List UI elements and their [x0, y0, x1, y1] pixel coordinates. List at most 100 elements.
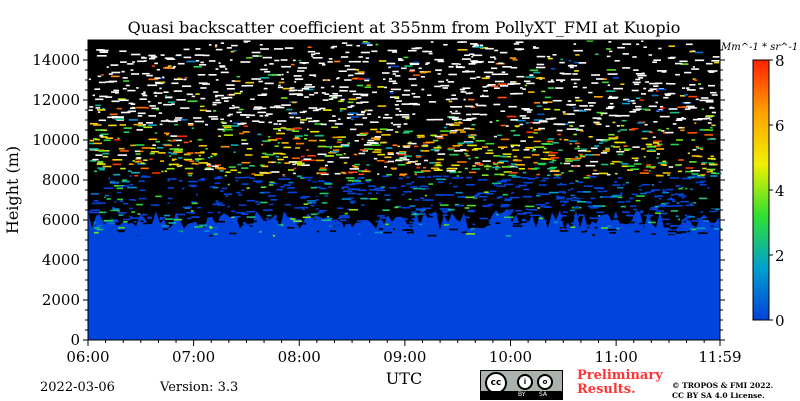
heatmap-cell	[267, 139, 278, 141]
heatmap-cell	[644, 191, 652, 194]
heatmap-cell	[635, 199, 641, 202]
heatmap-cell	[475, 103, 478, 105]
colorbar-tick-label: 6	[775, 117, 785, 135]
heatmap-cell	[658, 197, 662, 200]
heatmap-cell	[167, 197, 173, 200]
heatmap-cell	[447, 208, 455, 211]
heatmap-cell	[600, 114, 603, 116]
heatmap-cell	[269, 63, 274, 65]
heatmap-cell	[152, 172, 161, 174]
heatmap-cell	[472, 229, 475, 231]
heatmap-cell	[337, 136, 346, 138]
heatmap-cell	[527, 201, 535, 203]
heatmap-cell	[400, 228, 407, 230]
heatmap-cell	[416, 166, 421, 169]
heatmap-cell	[230, 217, 239, 220]
heatmap-cell	[682, 87, 685, 89]
heatmap-cell	[440, 204, 449, 206]
heatmap-cell	[344, 79, 352, 81]
heatmap-cell	[236, 232, 244, 235]
heatmap-cell	[390, 92, 394, 94]
heatmap-cell	[559, 214, 567, 217]
heatmap-cell	[669, 225, 675, 227]
heatmap-cell	[548, 191, 559, 194]
heatmap-cell	[94, 227, 100, 229]
heatmap-cell	[709, 107, 715, 109]
heatmap-cell	[154, 77, 161, 79]
heatmap-cell	[411, 181, 415, 184]
heatmap-cell	[615, 135, 619, 138]
heatmap-cell	[307, 46, 312, 48]
heatmap-cell	[594, 226, 598, 229]
heatmap-cell	[524, 84, 528, 87]
heatmap-cell	[401, 193, 405, 196]
heatmap-cell	[459, 207, 465, 210]
heatmap-cell	[229, 59, 233, 61]
heatmap-cell	[103, 205, 108, 208]
heatmap-cell	[417, 176, 426, 178]
heatmap-cell	[327, 61, 333, 63]
heatmap-cell	[177, 210, 182, 213]
heatmap-cell	[274, 105, 281, 107]
heatmap-cell	[160, 54, 165, 56]
heatmap-cell	[695, 146, 699, 148]
heatmap-cell	[101, 74, 104, 76]
heatmap-cell	[620, 83, 625, 85]
heatmap-cell	[269, 181, 275, 184]
heatmap-cell	[701, 161, 707, 164]
heatmap-cell	[303, 138, 308, 140]
heatmap-cell	[552, 54, 557, 56]
x-axis-label: UTC	[386, 369, 422, 388]
heatmap-cell	[173, 218, 183, 221]
heatmap-cell	[241, 139, 247, 141]
heatmap-cell	[637, 74, 647, 77]
heatmap-cell	[356, 45, 360, 47]
cc-by: BY	[518, 391, 526, 398]
heatmap-cell	[356, 78, 365, 80]
heatmap-cell	[232, 215, 241, 218]
heatmap-cell	[105, 81, 115, 83]
heatmap-cell	[358, 56, 363, 58]
heatmap-cell	[605, 125, 610, 127]
heatmap-cell	[300, 119, 307, 121]
heatmap-cell	[708, 162, 715, 164]
heatmap-cell	[412, 113, 416, 115]
heatmap-cell	[259, 191, 266, 194]
heatmap-cell	[650, 167, 655, 169]
heatmap-cell	[361, 138, 364, 140]
heatmap-cell	[435, 69, 442, 71]
heatmap-cell	[524, 232, 533, 235]
heatmap-cell	[181, 198, 187, 200]
heatmap-cell	[267, 227, 271, 229]
heatmap-cell	[454, 119, 458, 122]
heatmap-cell	[364, 86, 371, 88]
heatmap-cell	[576, 201, 587, 203]
heatmap-cell	[666, 82, 669, 85]
heatmap-cell	[594, 53, 599, 56]
heatmap-cell	[662, 191, 669, 194]
heatmap-cell	[281, 65, 291, 68]
heatmap-cell	[389, 187, 397, 189]
heatmap-cell	[643, 87, 647, 90]
heatmap-cell	[399, 174, 405, 176]
heatmap-cell	[400, 218, 408, 220]
heatmap-cell	[522, 195, 530, 198]
heatmap-cell	[347, 192, 357, 195]
heatmap-cell	[132, 199, 136, 201]
heatmap-cell	[108, 222, 115, 225]
heatmap-cell	[653, 142, 660, 144]
heatmap-cell	[169, 148, 179, 150]
heatmap-cell	[658, 181, 662, 183]
heatmap-cell	[194, 152, 205, 154]
heatmap-cell	[324, 93, 330, 95]
heatmap-cell	[560, 172, 565, 174]
heatmap-cell	[362, 60, 369, 63]
heatmap-cell	[709, 223, 715, 226]
heatmap-cell	[304, 96, 309, 98]
heatmap-cell	[332, 136, 342, 139]
heatmap-cell	[591, 74, 600, 76]
heatmap-cell	[116, 107, 122, 110]
heatmap-cell	[513, 134, 521, 137]
heatmap-cell	[92, 158, 99, 161]
heatmap-cell	[419, 197, 425, 199]
